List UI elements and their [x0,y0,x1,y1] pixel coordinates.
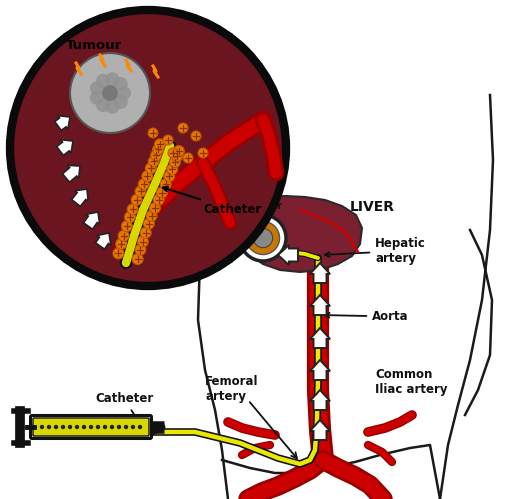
Circle shape [172,151,183,162]
Circle shape [96,74,110,88]
Circle shape [70,53,150,133]
Circle shape [151,150,161,161]
FancyArrow shape [310,390,330,410]
Circle shape [75,425,79,429]
FancyArrow shape [310,420,330,440]
FancyArrow shape [310,360,330,380]
FancyArrow shape [310,328,330,348]
Circle shape [135,244,146,255]
Circle shape [160,179,171,190]
Text: Tumour: Tumour [239,201,283,211]
Circle shape [173,146,184,157]
Circle shape [118,231,129,242]
Circle shape [47,425,51,429]
Circle shape [40,425,44,429]
Circle shape [148,128,158,138]
Circle shape [153,194,164,205]
Circle shape [183,153,193,163]
FancyArrow shape [57,140,73,155]
Circle shape [240,215,286,261]
Circle shape [113,248,124,259]
Circle shape [102,85,118,101]
Circle shape [168,148,178,158]
Circle shape [61,425,65,429]
Text: Tumour: Tumour [66,39,122,52]
Circle shape [110,425,114,429]
Text: Catheter: Catheter [95,392,153,428]
Circle shape [148,156,159,167]
FancyBboxPatch shape [33,418,149,436]
Circle shape [114,95,128,109]
Circle shape [135,186,146,197]
Circle shape [127,204,138,215]
Circle shape [96,425,100,429]
FancyArrow shape [96,233,111,249]
Circle shape [106,100,119,114]
Circle shape [178,123,188,133]
Circle shape [198,148,208,158]
Circle shape [142,171,153,182]
Circle shape [169,157,181,168]
Circle shape [54,425,58,429]
Circle shape [89,425,93,429]
Circle shape [117,86,131,100]
Circle shape [90,81,104,95]
Circle shape [131,425,135,429]
FancyArrow shape [55,116,70,130]
Circle shape [96,98,110,112]
Circle shape [82,425,86,429]
Circle shape [163,135,173,145]
Circle shape [138,179,149,190]
Circle shape [90,91,104,105]
Circle shape [253,229,272,248]
Circle shape [246,222,279,254]
Text: Catheter: Catheter [163,187,261,216]
Circle shape [146,211,157,222]
Text: Aorta: Aorta [325,310,409,323]
FancyArrow shape [310,295,330,315]
Circle shape [145,163,156,174]
Circle shape [138,425,142,429]
Circle shape [149,203,160,214]
Circle shape [124,425,128,429]
Polygon shape [239,196,362,272]
Circle shape [132,253,143,264]
Circle shape [121,221,132,232]
Circle shape [103,425,107,429]
Circle shape [157,187,167,198]
Circle shape [155,139,166,150]
Circle shape [114,77,128,91]
Text: Common
Iliac artery: Common Iliac artery [375,368,448,396]
FancyArrow shape [83,212,100,229]
Circle shape [167,164,178,175]
FancyBboxPatch shape [30,416,151,439]
Circle shape [124,212,135,223]
Text: Hepatic
artery: Hepatic artery [325,237,426,265]
Circle shape [106,72,119,86]
FancyArrow shape [310,263,330,283]
FancyArrow shape [278,245,298,265]
Circle shape [164,171,175,182]
Circle shape [191,131,201,141]
FancyArrow shape [72,189,88,207]
Circle shape [143,218,155,229]
Circle shape [68,425,72,429]
FancyArrow shape [63,165,80,182]
Circle shape [117,425,121,429]
Circle shape [153,144,164,155]
Circle shape [140,227,151,238]
Circle shape [116,239,127,250]
Circle shape [10,10,286,286]
Circle shape [131,194,142,205]
Text: Femoral
artery: Femoral artery [205,375,259,403]
Circle shape [138,236,148,247]
Text: LIVER: LIVER [350,200,395,214]
